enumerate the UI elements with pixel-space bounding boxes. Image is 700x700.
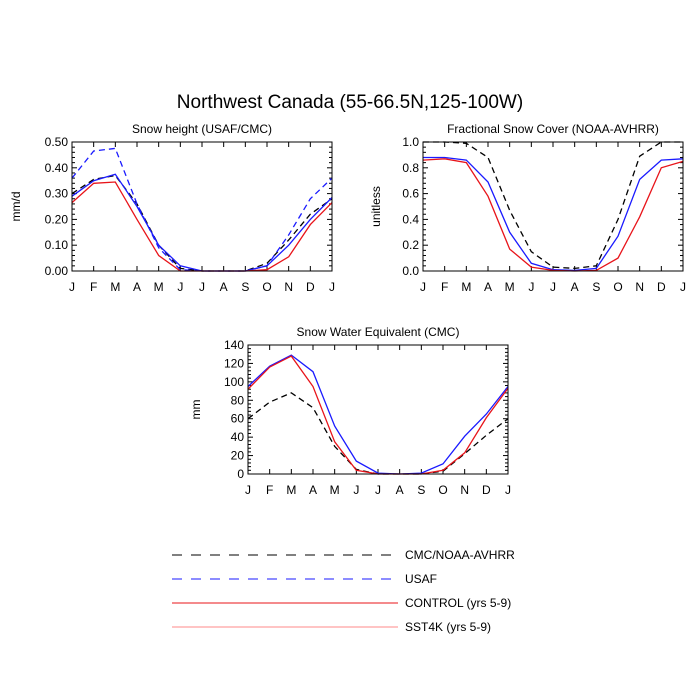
- fractional-snow-cover-panel: Fractional Snow Cover (NOAA-AVHRR) unitle…: [369, 122, 686, 294]
- y-tick-label: 0.6: [402, 187, 419, 201]
- snow-height-panel: Snow height (USAF/CMC) mm/d 0.00 0.10 0.20 0.…: [9, 122, 335, 294]
- x-tick-label: S: [241, 280, 249, 294]
- x-tick-label: N: [635, 280, 644, 294]
- legend: CMC/NOAA-AVHRR USAF CONTROL (yrs 5-9) SST4K…: [172, 548, 515, 634]
- plot-frame: [422, 141, 684, 272]
- x-tick-label: J: [177, 280, 183, 294]
- x-tick-label: F: [266, 483, 273, 497]
- y-axis-label: mm: [189, 400, 203, 420]
- x-tick-label: D: [306, 280, 315, 294]
- x-tick-label: O: [613, 280, 622, 294]
- y-axis-label: mm/d: [9, 192, 23, 222]
- plot-frame: [247, 344, 509, 475]
- series-line-control-yrs-5-9: [71, 173, 333, 272]
- x-tick-label: N: [460, 483, 469, 497]
- x-tick-label: F: [90, 280, 97, 294]
- y-tick-label: 0.8: [402, 161, 419, 175]
- y-tick-label: 0: [237, 467, 244, 481]
- y-tick-label: 0.30: [45, 187, 69, 201]
- y-tick-label: 0.00: [45, 264, 69, 278]
- x-tick-label: J: [375, 483, 381, 497]
- y-tick-label: 40: [231, 430, 245, 444]
- x-tick-label: A: [396, 483, 404, 497]
- x-tick-label: J: [528, 280, 534, 294]
- y-axis-label: unitless: [369, 186, 383, 227]
- y-tick-label: 0.40: [45, 161, 69, 175]
- y-tick-label: 0.50: [45, 135, 69, 149]
- x-tick-label: J: [69, 280, 75, 294]
- series-line-control-yrs-5-9: [423, 156, 684, 272]
- y-tick-label: 120: [224, 356, 244, 370]
- y-tick-label: 80: [231, 393, 245, 407]
- x-tick-label: J: [329, 280, 335, 294]
- legend-label: SST4K (yrs 5-9): [405, 620, 491, 634]
- legend-label: CONTROL (yrs 5-9): [405, 596, 511, 610]
- x-tick-label: M: [505, 280, 515, 294]
- x-tick-label: A: [571, 280, 579, 294]
- series-line-usaf: [71, 147, 333, 272]
- x-tick-label: J: [505, 483, 511, 497]
- panel-title: Fractional Snow Cover (NOAA-AVHRR): [447, 122, 659, 136]
- x-tick-label: M: [110, 280, 120, 294]
- x-tick-label: M: [461, 280, 471, 294]
- x-tick-label: A: [133, 280, 141, 294]
- figure-title: Northwest Canada (55-66.5N,125-100W): [177, 92, 523, 113]
- y-tick-label: 60: [231, 412, 245, 426]
- y-tick-label: 0.2: [402, 238, 419, 252]
- x-tick-label: A: [220, 280, 228, 294]
- x-tick-label: J: [680, 280, 686, 294]
- series-line-sst4k-yrs-5-9: [422, 158, 684, 272]
- x-tick-label: M: [286, 483, 296, 497]
- x-tick-label: J: [199, 280, 205, 294]
- panel-title: Snow height (USAF/CMC): [132, 122, 272, 136]
- x-tick-label: D: [657, 280, 666, 294]
- x-tick-label: J: [353, 483, 359, 497]
- x-tick-label: N: [284, 280, 293, 294]
- x-tick-label: D: [482, 483, 491, 497]
- legend-label: USAF: [405, 572, 437, 586]
- x-tick-label: J: [550, 280, 556, 294]
- x-tick-label: S: [417, 483, 425, 497]
- y-tick-label: 0.10: [45, 238, 69, 252]
- y-tick-label: 0.0: [402, 264, 419, 278]
- panel-title: Snow Water Equivalent (CMC): [297, 325, 460, 339]
- y-tick-label: 1.0: [402, 135, 419, 149]
- legend-label: CMC/NOAA-AVHRR: [405, 548, 515, 562]
- x-tick-label: S: [592, 280, 600, 294]
- x-tick-label: F: [441, 280, 448, 294]
- series-line-cmc-noaa-avhrr: [247, 392, 509, 475]
- y-tick-label: 100: [224, 375, 244, 389]
- series-line-control-yrs-5-9: [247, 354, 509, 475]
- x-tick-label: J: [420, 280, 426, 294]
- x-tick-label: A: [309, 483, 317, 497]
- y-tick-label: 140: [224, 338, 244, 352]
- plot-frame: [71, 141, 333, 272]
- series-line-cmc-noaa-avhrr: [71, 174, 333, 272]
- snow-water-equivalent-panel: Snow Water Equivalent (CMC) mm 0 20 40 60 80 10…: [189, 325, 511, 497]
- x-tick-label: M: [154, 280, 164, 294]
- x-tick-label: O: [262, 280, 271, 294]
- series-line-cmc-noaa-avhrr: [423, 141, 683, 270]
- y-tick-label: 0.4: [402, 212, 419, 226]
- y-tick-label: 0.20: [45, 212, 69, 226]
- x-tick-label: J: [245, 483, 251, 497]
- y-tick-label: 20: [231, 449, 245, 463]
- x-tick-label: M: [330, 483, 340, 497]
- x-tick-label: O: [438, 483, 447, 497]
- x-tick-label: A: [484, 280, 492, 294]
- series-line-sst4k-yrs-5-9: [247, 355, 509, 475]
